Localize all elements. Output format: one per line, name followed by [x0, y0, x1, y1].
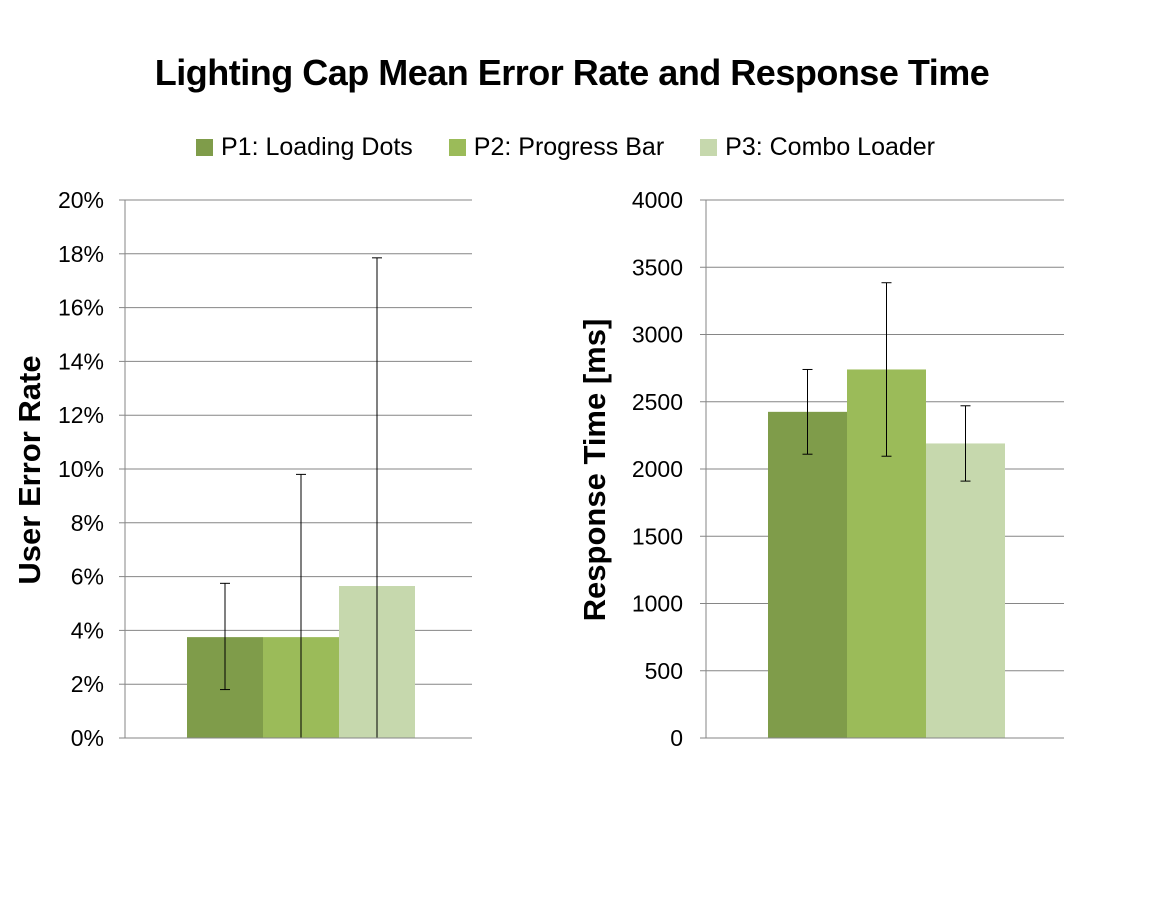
rt-tick-label: 2500 [632, 389, 683, 415]
err-tick-label: 8% [71, 510, 104, 536]
rt-tick-label: 3500 [632, 254, 683, 280]
err-tick-label: 2% [71, 671, 104, 697]
rt-tick-label: 0 [670, 725, 683, 751]
rt-tick-label: 2000 [632, 456, 683, 482]
rt-tick-label: 3000 [632, 322, 683, 348]
rt-tick-label: 1000 [632, 591, 683, 617]
rt-tick-label: 1500 [632, 523, 683, 549]
err-tick-label: 0% [71, 725, 104, 751]
legend-label-p1: P1: Loading Dots [221, 132, 413, 161]
rt-tick-label: 4000 [632, 187, 683, 213]
err-tick-label: 4% [71, 617, 104, 643]
legend-swatch-p3 [700, 138, 718, 156]
legend-swatch-p2 [448, 138, 466, 156]
err-tick-label: 20% [58, 187, 104, 213]
response-time-chart: 0 500 1000 1500 2000 2500 3000 3500 4000 Response… [577, 187, 1064, 751]
err-y-axis-title: User Error Rate [12, 355, 47, 584]
rt-y-axis-title: Response Time [ms] [577, 319, 612, 622]
legend-item-p2: P2: Progress Bar [448, 132, 665, 162]
legend-swatch-p1 [196, 138, 213, 156]
rt-bar-p1 [768, 411, 847, 738]
chart-title: Lighting Cap Mean Error Rate and Respons… [154, 52, 990, 93]
err-tick-label: 6% [71, 564, 104, 590]
err-tick-label: 12% [58, 402, 104, 428]
error-rate-chart: 0% 2% 4% 6% 8% 10% 12% 14% 16% 18% 20% User Error R… [12, 187, 472, 751]
legend-item-p3: P3: Combo Loader [700, 133, 935, 162]
err-tick-label: 10% [58, 456, 104, 482]
rt-bar-p3 [926, 443, 1005, 738]
legend-label-p3: P3: Combo Loader [725, 132, 936, 161]
legend-item-p1: P1: Loading Dots [196, 133, 413, 162]
err-tick-label: 16% [58, 295, 104, 321]
err-tick-label: 14% [58, 348, 104, 374]
legend-label-p2: P2: Progress Bar [473, 132, 665, 161]
legend: P1: Loading Dots P2: Progress Bar P3: Co… [196, 132, 971, 162]
err-tick-label: 18% [58, 241, 104, 267]
rt-tick-label: 500 [645, 658, 683, 684]
